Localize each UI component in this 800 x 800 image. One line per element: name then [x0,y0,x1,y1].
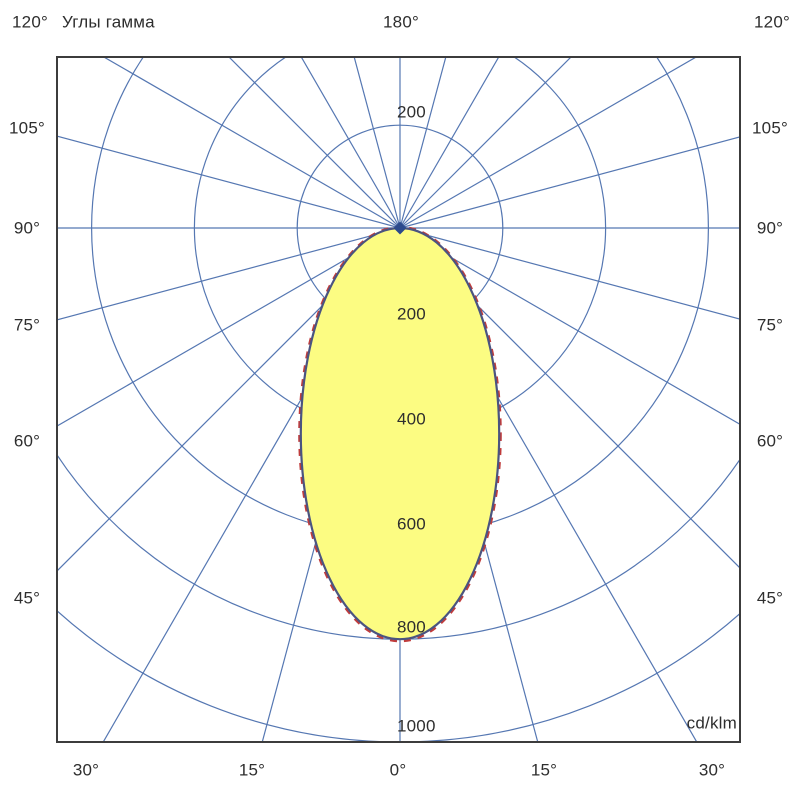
grid-ray [399,227,740,320]
radial-scale-label-600: 600 [397,514,426,534]
gamma-label-right-90: 90° [756,218,784,238]
pole-marker-group [393,221,407,235]
radial-scale-label-1000: 1000 [397,716,436,736]
grid-ray [399,227,740,425]
gamma-label-right-60: 60° [756,431,784,451]
gamma-label-top-left-120: 120° [12,12,48,32]
radial-scale-label-800: 800 [397,617,426,637]
gamma-label-bottom-15-right: 15° [530,760,558,780]
intensity-lobe [298,225,502,643]
gamma-label-bottom-0: 0° [389,760,407,780]
grid-ray [57,227,401,321]
radial-scale-label-400: 400 [397,409,426,429]
grid-ray [399,227,740,569]
grid-ray [102,227,401,742]
grid-ray [57,135,401,229]
plot-border [56,56,741,743]
grid-ray [228,57,401,229]
radial-scale-label-200-top: 200 [397,102,426,122]
gamma-label-right-75: 75° [756,315,784,335]
intensity-lobe-fill [299,226,501,641]
grid-ray [57,227,401,427]
grid-ray [57,227,401,572]
gamma-label-left-60: 60° [13,431,41,451]
gamma-label-top-180: 180° [383,12,419,32]
gamma-label-left-45: 45° [13,588,41,608]
gamma-label-bottom-30-right: 30° [698,760,726,780]
gamma-label-left-105: 105° [9,118,45,138]
grid-ray [399,136,740,229]
grid-ray [102,57,401,229]
grid-ray [399,57,698,229]
gamma-label-bottom-15-left: 15° [238,760,266,780]
chart-title: Углы гамма [62,12,155,32]
units-label: cd/klm [686,713,737,733]
radial-scale-label-200: 200 [397,304,426,324]
gamma-label-top-right-120: 120° [754,12,790,32]
gamma-label-right-105: 105° [752,118,788,138]
pole-marker [393,221,407,235]
gamma-label-left-75: 75° [13,315,41,335]
grid-ray [399,227,698,742]
grid-ray [399,57,572,229]
gamma-label-left-90: 90° [13,218,41,238]
gamma-label-right-45: 45° [756,588,784,608]
gamma-label-bottom-30-left: 30° [72,760,100,780]
